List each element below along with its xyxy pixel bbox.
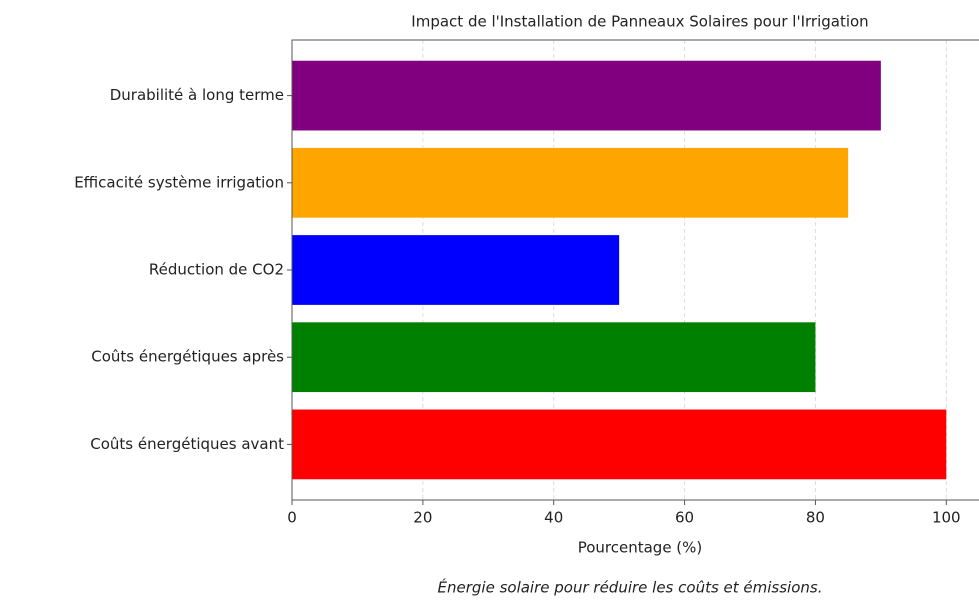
x-tick-label: 60 bbox=[675, 509, 694, 527]
axes-frame bbox=[291, 39, 979, 501]
x-tick-label: 80 bbox=[806, 509, 825, 527]
y-tick-label: Coûts énergétiques après bbox=[91, 348, 284, 366]
bar bbox=[292, 322, 816, 393]
bar bbox=[292, 60, 881, 131]
x-tick-label: 40 bbox=[544, 509, 563, 527]
x-tick-label: 20 bbox=[413, 509, 432, 527]
annotation: Énergie solaire pour réduire les coûts e… bbox=[438, 578, 823, 597]
bar bbox=[292, 147, 849, 218]
y-tick-label: Réduction de CO2 bbox=[149, 261, 284, 279]
chart-title: Impact de l'Installation de Panneaux Sol… bbox=[411, 13, 868, 31]
y-tick-label: Efficacité système irrigation bbox=[74, 173, 284, 191]
x-axis-label: Pourcentage (%) bbox=[578, 539, 703, 557]
y-tick-label: Coûts énergétiques avant bbox=[90, 435, 284, 453]
bar bbox=[292, 235, 620, 305]
x-tick-label: 100 bbox=[932, 509, 961, 527]
bar bbox=[292, 409, 947, 480]
y-tick-label: Durabilité à long terme bbox=[110, 86, 284, 104]
x-tick-label: 0 bbox=[287, 509, 297, 527]
